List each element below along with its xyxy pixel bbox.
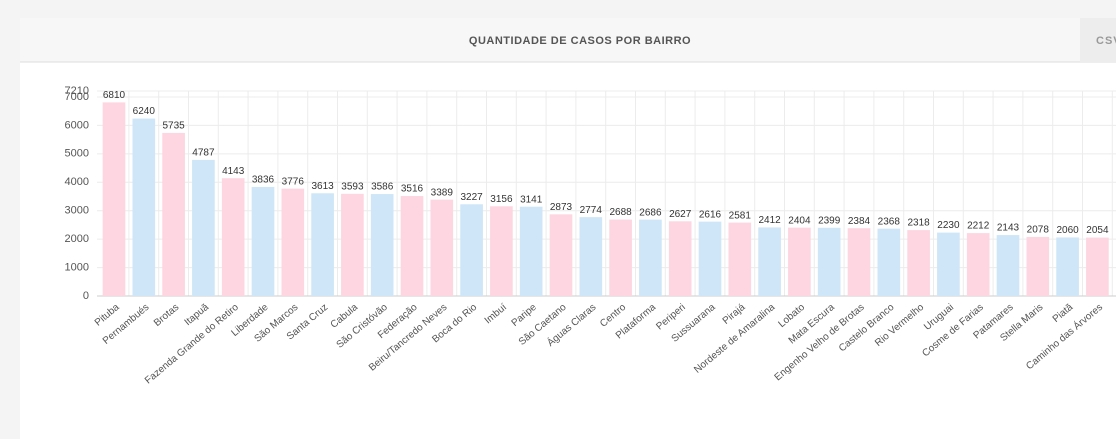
bar — [877, 228, 901, 296]
bar — [311, 193, 334, 296]
csv-button-label[interactable]: CSV — [1096, 35, 1116, 47]
value-label: 3593 — [341, 181, 364, 192]
card-header — [20, 18, 1080, 62]
value-label: 3613 — [311, 181, 334, 192]
value-label: 4787 — [192, 148, 215, 159]
bar — [251, 186, 275, 296]
bar — [1026, 236, 1050, 296]
bar — [698, 221, 722, 296]
bar — [430, 199, 454, 296]
y-tick-label: 7000 — [65, 91, 89, 103]
bar — [579, 217, 603, 296]
bar — [966, 233, 990, 296]
value-label: 2368 — [878, 216, 901, 227]
value-label: 4143 — [222, 166, 245, 177]
value-label: 2686 — [639, 207, 662, 218]
value-label: 2384 — [848, 216, 871, 227]
bar — [341, 193, 364, 296]
value-label: 3141 — [520, 194, 543, 205]
bar — [281, 188, 305, 296]
bar — [847, 228, 871, 296]
bar — [788, 227, 811, 296]
bar — [668, 221, 692, 296]
bar — [192, 159, 215, 296]
y-tick-label: 7210 — [65, 85, 89, 97]
value-label: 2230 — [937, 220, 960, 231]
value-label: 3227 — [460, 192, 483, 203]
bar — [162, 132, 185, 296]
value-label: 5735 — [162, 121, 185, 132]
value-label: 3836 — [252, 175, 275, 186]
y-tick-label: 1000 — [65, 261, 89, 273]
value-label: 2616 — [699, 209, 722, 220]
value-label: 2688 — [609, 207, 632, 218]
bar — [490, 206, 513, 296]
value-label: 2060 — [1056, 225, 1079, 236]
bar — [728, 222, 752, 296]
bar — [400, 196, 424, 296]
y-tick-label: 0 — [83, 290, 89, 302]
bar — [132, 118, 156, 297]
bar — [370, 194, 394, 296]
bar — [519, 206, 543, 296]
y-tick-label: 3000 — [65, 205, 89, 217]
value-label: 2054 — [1086, 225, 1109, 236]
bar — [639, 219, 662, 296]
value-label: 6240 — [133, 106, 156, 117]
bar — [1056, 237, 1079, 296]
y-tick-label: 4000 — [65, 176, 89, 188]
bar — [937, 232, 960, 296]
value-label: 2873 — [550, 202, 573, 213]
bar — [907, 230, 930, 296]
value-label: 2212 — [967, 221, 990, 232]
bar — [549, 214, 573, 296]
value-label: 2412 — [758, 215, 781, 226]
value-label: 2627 — [669, 209, 692, 220]
bar — [460, 204, 483, 296]
bar — [996, 235, 1020, 296]
value-label: 3156 — [490, 194, 513, 205]
value-label: 3516 — [401, 184, 424, 195]
value-label: 3389 — [431, 187, 454, 198]
value-label: 3586 — [371, 182, 394, 193]
bar — [817, 227, 841, 296]
bar — [221, 178, 245, 296]
value-label: 2581 — [729, 210, 752, 221]
csv-button[interactable] — [1080, 18, 1116, 62]
bar — [102, 102, 126, 296]
y-tick-label: 5000 — [65, 148, 89, 160]
value-label: 2143 — [997, 223, 1020, 234]
y-tick-label: 6000 — [65, 119, 89, 131]
value-label: 2774 — [580, 205, 603, 216]
bar — [609, 219, 632, 296]
value-label: 2078 — [1027, 225, 1050, 236]
value-label: 2318 — [907, 218, 930, 229]
chart-title: QUANTIDADE DE CASOS POR BAIRRO — [469, 35, 691, 47]
value-label: 2404 — [788, 215, 811, 226]
y-tick-label: 2000 — [65, 233, 89, 245]
value-label: 3776 — [282, 176, 305, 187]
value-label: 2399 — [818, 215, 841, 226]
value-label: 6810 — [103, 90, 126, 101]
bar — [758, 227, 781, 296]
bar — [1086, 237, 1109, 296]
